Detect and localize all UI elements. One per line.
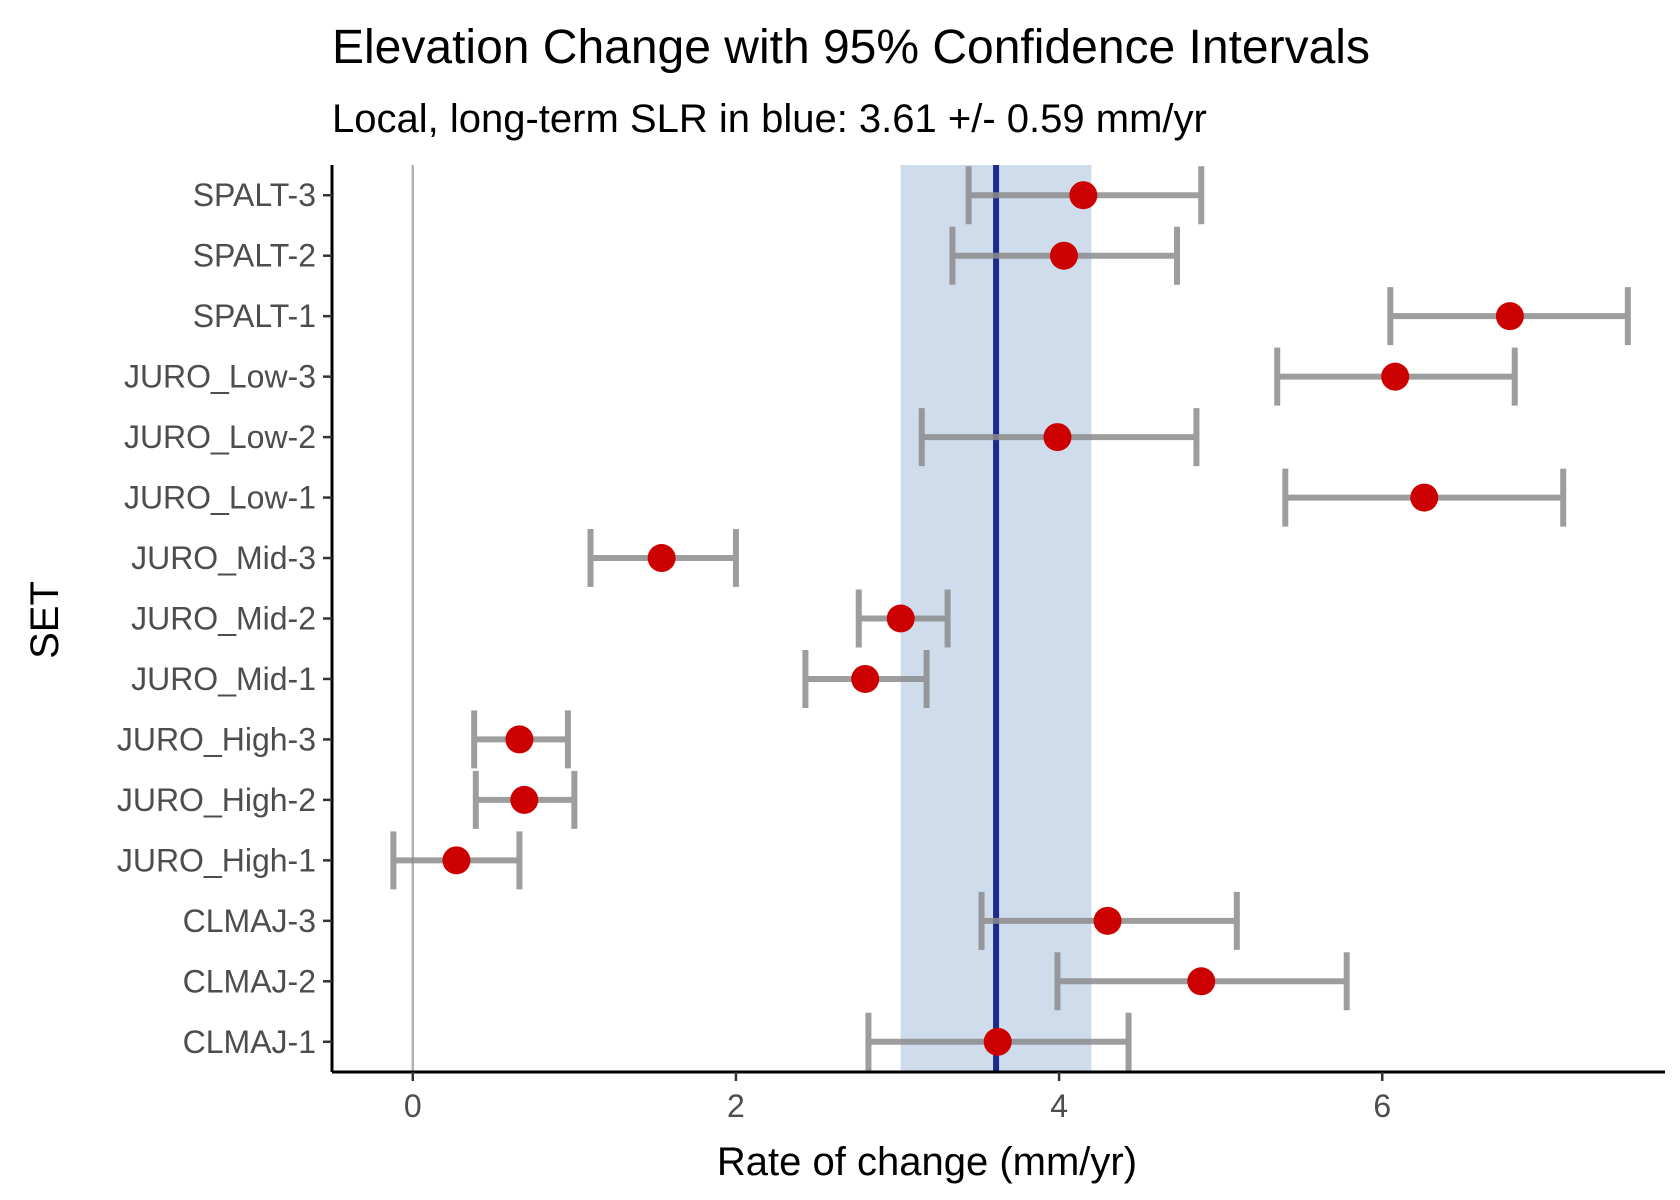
data-points [442,181,1524,1056]
y-tick-label: SPALT-3 [193,177,316,213]
y-tick-label: JURO_Mid-3 [131,540,316,576]
chart-subtitle: Local, long-term SLR in blue: 3.61 +/- 0… [332,97,1207,141]
y-axis-title: SET [23,581,67,659]
y-tick-label: JURO_High-1 [117,842,316,878]
x-axis-ticks: 0 2 4 6 [404,1072,1391,1124]
x-tick-label: 0 [404,1088,422,1124]
point-JURO_Low-1 [1410,483,1439,512]
point-JURO_High-3 [505,725,534,754]
y-tick-label: JURO_Mid-2 [131,601,316,637]
point-JURO_Mid-2 [886,604,915,633]
y-axis-ticks: CLMAJ-1 CLMAJ-2 CLMAJ-3 JURO_High-1 JURO_Hig… [117,177,332,1060]
point-CLMAJ-3 [1093,906,1122,935]
chart-title: Elevation Change with 95% Confidence Int… [332,21,1370,74]
point-JURO_Mid-3 [647,544,676,573]
point-SPALT-3 [1069,181,1098,210]
y-tick-label: JURO_High-3 [117,721,316,757]
y-tick-label: JURO_High-2 [117,782,316,818]
point-JURO_Low-2 [1043,423,1072,452]
y-tick-label: CLMAJ-2 [183,963,316,999]
point-JURO_Low-3 [1381,362,1410,391]
axes: CLMAJ-1 CLMAJ-2 CLMAJ-3 JURO_High-1 JURO_Hig… [117,165,1665,1124]
x-tick-label: 6 [1373,1088,1391,1124]
y-tick-label: CLMAJ-3 [183,903,316,939]
point-JURO_High-2 [510,785,539,814]
y-tick-label: SPALT-1 [193,298,316,334]
x-axis-title: Rate of change (mm/yr) [717,1140,1137,1184]
point-JURO_High-1 [442,846,471,875]
point-SPALT-1 [1495,302,1524,331]
y-tick-label: CLMAJ-1 [183,1024,316,1060]
plot-area [390,165,1631,1072]
y-tick-label: JURO_Low-2 [124,419,316,455]
y-tick-label: JURO_Low-3 [124,359,316,395]
point-SPALT-2 [1049,241,1078,270]
point-CLMAJ-2 [1187,967,1216,996]
y-tick-label: JURO_Mid-1 [131,661,316,697]
x-tick-label: 2 [727,1088,745,1124]
point-CLMAJ-1 [983,1027,1012,1056]
x-tick-label: 4 [1050,1088,1068,1124]
point-JURO_Mid-1 [851,664,880,693]
y-tick-label: SPALT-2 [193,238,316,274]
y-tick-label: JURO_Low-1 [124,480,316,516]
